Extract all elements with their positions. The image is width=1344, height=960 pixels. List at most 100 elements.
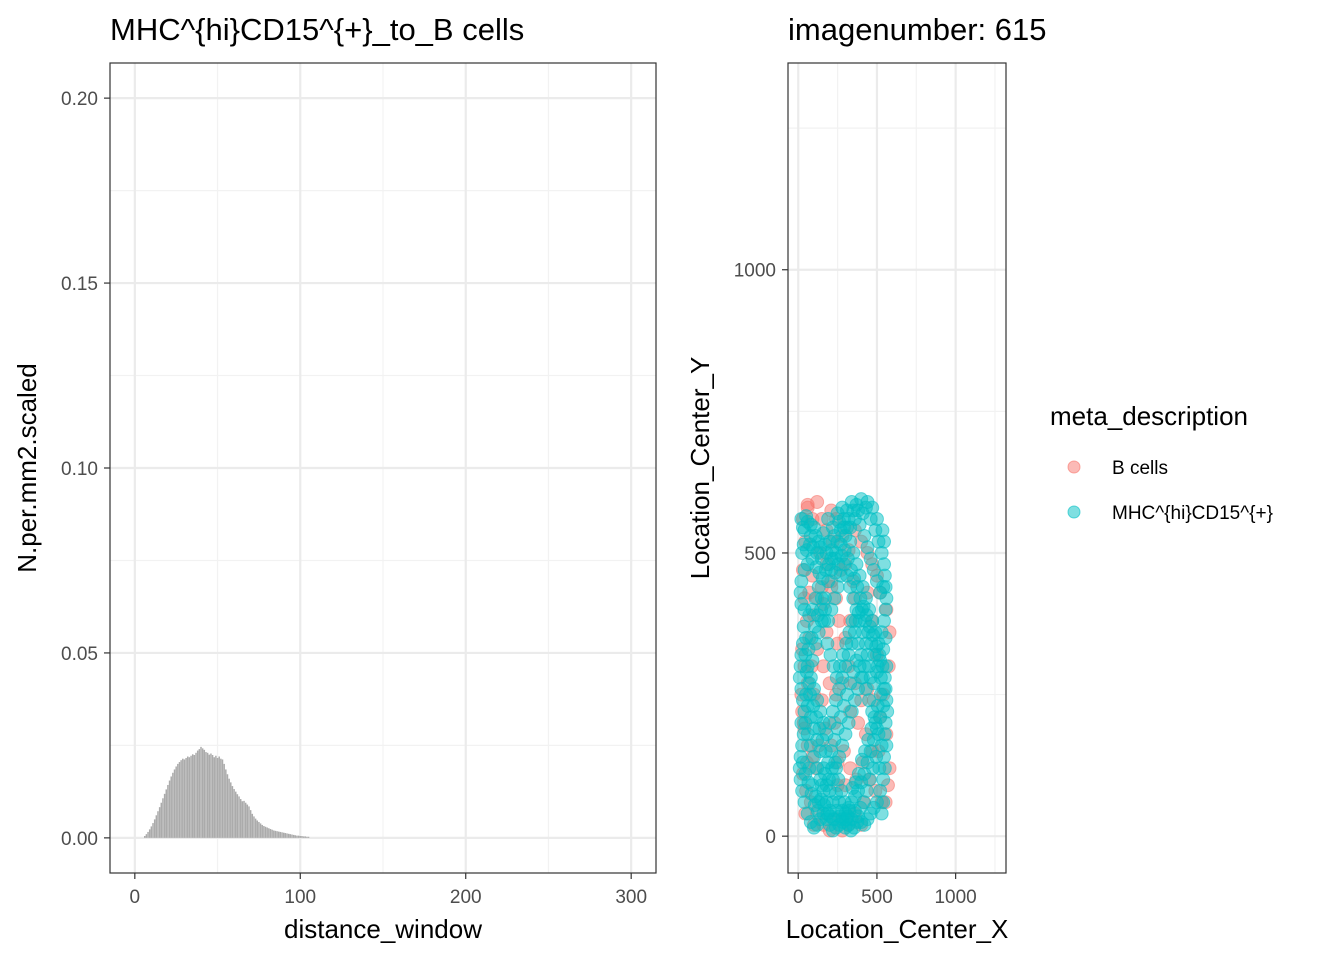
bar xyxy=(145,834,148,838)
bar xyxy=(284,833,287,838)
bar xyxy=(306,836,308,838)
bar-x-tick-label: 100 xyxy=(284,887,316,908)
bar xyxy=(198,749,201,838)
bar xyxy=(244,802,247,838)
scatter-chart-title: imagenumber: 615 xyxy=(788,12,1047,47)
bar xyxy=(152,823,154,838)
bar xyxy=(297,835,300,838)
bar xyxy=(175,766,177,838)
bar xyxy=(274,830,277,838)
bar xyxy=(205,752,207,838)
scatter-points xyxy=(792,492,897,838)
bar xyxy=(211,755,214,838)
bar xyxy=(210,753,212,838)
bar xyxy=(254,818,257,838)
bar xyxy=(251,813,254,838)
bar-x-tick-label: 0 xyxy=(130,887,141,908)
mhc-cd15-point xyxy=(873,687,888,702)
mhc-cd15-point xyxy=(842,803,857,818)
bar xyxy=(168,780,171,838)
scatter-y-tick-label: 0 xyxy=(765,827,776,848)
mhc-cd15-point xyxy=(795,755,810,770)
bar xyxy=(226,774,229,838)
bar xyxy=(201,748,204,838)
bar xyxy=(238,796,240,838)
bar xyxy=(264,826,267,838)
bar xyxy=(292,834,295,838)
bar xyxy=(216,757,219,838)
mhc-cd15-point xyxy=(821,772,836,787)
scatter-x-tick-label: 1000 xyxy=(934,887,976,908)
bar xyxy=(162,798,164,838)
bar xyxy=(208,754,211,838)
bar xyxy=(157,811,159,838)
bar xyxy=(253,816,255,838)
bar-y-tick-label: 0.10 xyxy=(61,459,98,480)
bar xyxy=(195,752,197,838)
bar-panel-grid xyxy=(110,63,656,873)
scatter-y-axis: 0 500 1000 xyxy=(734,261,788,848)
bar xyxy=(203,749,206,838)
bar xyxy=(172,772,174,838)
bar xyxy=(249,810,252,838)
mhc-cd15-point xyxy=(817,613,832,628)
mhc-cd15-point xyxy=(799,664,814,679)
bar xyxy=(287,833,290,838)
bar xyxy=(307,836,310,838)
scatter-panel-border xyxy=(787,62,1007,874)
bar xyxy=(228,778,230,838)
bar xyxy=(221,759,224,838)
bar-y-tick-label: 0.15 xyxy=(61,274,98,295)
bar xyxy=(286,833,288,838)
mhc-cd15-point xyxy=(875,523,890,538)
scatter-x-tick-label: 500 xyxy=(861,887,893,908)
bar xyxy=(193,755,196,838)
legend-key-mhc-cd15 xyxy=(1067,505,1081,519)
mhc-cd15-point xyxy=(806,540,821,555)
bar xyxy=(215,755,217,838)
bar xyxy=(301,836,303,838)
bar xyxy=(263,826,265,838)
scatter-x-axis-title: Location_Center_X xyxy=(786,914,1009,944)
bar-y-tick-label: 0.05 xyxy=(61,644,98,665)
bar xyxy=(271,829,273,838)
bar xyxy=(266,827,268,838)
bar xyxy=(304,836,306,838)
bar-chart-title: MHC^{hi}CD15^{+}_to_B cells xyxy=(110,12,524,47)
bar-y-tick-label: 0.00 xyxy=(61,829,98,850)
bar xyxy=(163,793,166,838)
mhc-cd15-point xyxy=(879,738,894,753)
mhc-cd15-point xyxy=(878,579,893,594)
scatter-y-axis-title: Location_Center_Y xyxy=(685,357,715,580)
bar xyxy=(160,802,163,838)
bar xyxy=(291,834,293,838)
bar-x-axis-title: distance_window xyxy=(284,914,482,944)
bar xyxy=(155,815,158,838)
bar xyxy=(187,756,189,838)
bar xyxy=(279,831,282,838)
bar xyxy=(188,757,191,838)
legend-title: meta_description xyxy=(1050,401,1248,431)
bar xyxy=(191,754,194,838)
legend-key-b-cells xyxy=(1067,460,1081,474)
bar xyxy=(230,782,232,838)
bar xyxy=(150,826,153,838)
bar xyxy=(185,757,187,838)
bar xyxy=(256,820,258,838)
bar-y-axis-title: N.per.mm2.scaled xyxy=(12,363,42,573)
bar xyxy=(213,757,215,838)
bar xyxy=(158,807,161,838)
mhc-cd15-point xyxy=(832,514,847,529)
bar xyxy=(165,789,167,838)
bar xyxy=(258,821,260,838)
legend-label-mhc-cd15: MHC^{hi}CD15^{+} xyxy=(1112,503,1273,524)
bar xyxy=(225,769,227,838)
bar xyxy=(183,759,186,838)
bar xyxy=(231,786,234,838)
mhc-cd15-point xyxy=(795,520,810,535)
bar-y-axis: 0.00 0.05 0.10 0.15 0.20 xyxy=(61,89,110,850)
bar xyxy=(289,834,292,838)
mhc-cd15-point xyxy=(851,766,866,781)
mhc-cd15-point xyxy=(803,687,818,702)
